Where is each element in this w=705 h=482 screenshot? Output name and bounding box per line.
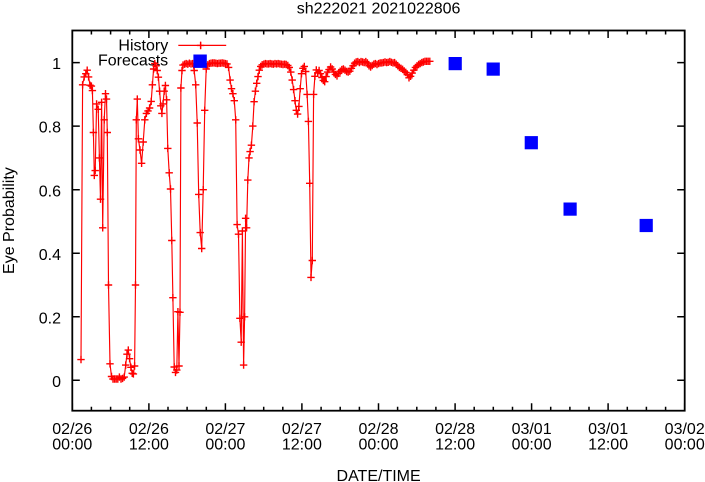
svg-text:00:00: 00:00: [358, 437, 398, 454]
svg-text:02/28: 02/28: [358, 421, 398, 438]
svg-text:12:00: 12:00: [282, 437, 322, 454]
svg-text:00:00: 00:00: [205, 437, 245, 454]
svg-text:03/01: 03/01: [588, 421, 628, 438]
svg-text:sh222021 2021022806: sh222021 2021022806: [297, 0, 461, 17]
svg-text:12:00: 12:00: [435, 437, 475, 454]
svg-text:12:00: 12:00: [129, 437, 169, 454]
svg-text:0.6: 0.6: [39, 183, 61, 200]
svg-text:02/27: 02/27: [282, 421, 322, 438]
svg-text:DATE/TIME: DATE/TIME: [337, 468, 421, 482]
svg-text:0.2: 0.2: [39, 310, 61, 327]
svg-text:00:00: 00:00: [512, 437, 552, 454]
svg-text:History: History: [118, 38, 168, 55]
svg-text:0.4: 0.4: [39, 247, 61, 264]
svg-text:03/01: 03/01: [512, 421, 552, 438]
svg-text:12:00: 12:00: [588, 437, 628, 454]
svg-text:Forecasts: Forecasts: [98, 52, 168, 69]
svg-text:03/02: 03/02: [665, 421, 705, 438]
svg-text:02/26: 02/26: [129, 421, 169, 438]
svg-text:02/28: 02/28: [435, 421, 475, 438]
svg-text:0.8: 0.8: [39, 120, 61, 137]
svg-text:00:00: 00:00: [52, 437, 92, 454]
svg-text:02/26: 02/26: [52, 421, 92, 438]
svg-text:Eye Probability: Eye Probability: [1, 167, 18, 274]
svg-text:1: 1: [52, 56, 61, 73]
svg-text:00:00: 00:00: [665, 437, 705, 454]
svg-text:0: 0: [52, 374, 61, 391]
svg-text:02/27: 02/27: [205, 421, 245, 438]
